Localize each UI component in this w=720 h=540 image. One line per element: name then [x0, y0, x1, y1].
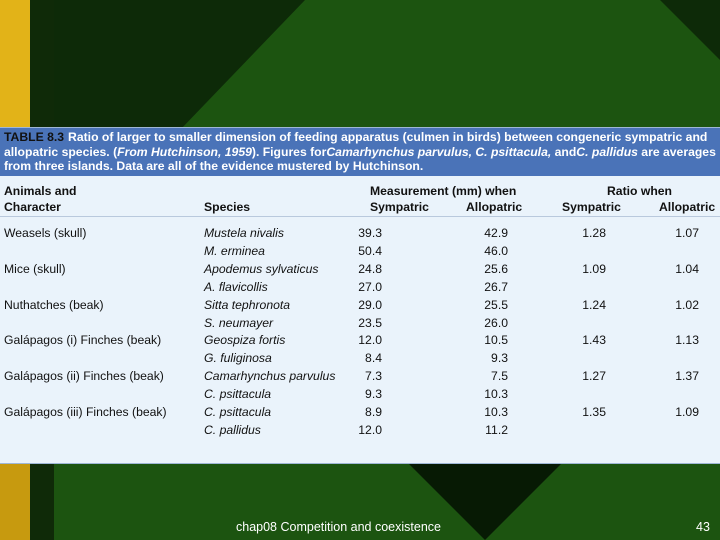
species-cell: M. erminea	[204, 243, 265, 258]
table-row: Galápagos (ii) Finches (beak) Camarhynchu…	[0, 369, 720, 387]
sympatric-ratio-cell: 1.35	[582, 405, 606, 419]
caption-part: From Hutchinson, 1959	[117, 144, 252, 159]
gold-accent-bar-bottom	[0, 462, 30, 540]
sympatric-measurement-cell: 50.4	[358, 243, 382, 258]
dark-triangle-right	[660, 0, 720, 60]
allopatric-measurement-cell: 10.5	[484, 333, 508, 348]
caption-band: TABLE 8.3 Ratio of larger to smaller dime…	[0, 128, 720, 176]
table-row: Mice (skull) Apodemus sylvaticus 24.8 25.6 1…	[0, 262, 720, 280]
allopatric-measurement-cell: 25.6	[484, 261, 508, 276]
sympatric-measurement-cell: 9.3	[365, 387, 382, 402]
footer-text: chap08 Competition and coexistence	[236, 520, 441, 534]
allopatric-measurement-cell: 46.0	[484, 243, 508, 258]
table-row: G. fuliginosa 8.4 9.3	[0, 351, 720, 369]
allopatric-measurement-cell: 10.3	[484, 387, 508, 402]
sympatric-ratio-cell: 1.43	[582, 333, 606, 348]
table-row: Galápagos (i) Finches (beak) Geospiza for…	[0, 333, 720, 351]
allopatric-ratio-cell: 1.04	[675, 261, 699, 276]
caption-part: and	[551, 144, 577, 159]
header-rule	[0, 216, 720, 217]
sympatric-measurement-cell: 24.8	[358, 261, 382, 276]
data-table: TABLE 8.3 Ratio of larger to smaller dime…	[0, 127, 720, 464]
species-cell: Mustela nivalis	[204, 226, 284, 240]
table-header: Animals and Character Species Measuremen…	[0, 178, 720, 216]
header-animals: Animals and	[4, 184, 77, 198]
bottom-decoration	[405, 460, 565, 540]
species-cell: A. flavicollis	[204, 279, 268, 294]
sympatric-measurement-cell: 23.5	[358, 315, 382, 330]
allopatric-measurement-cell: 25.5	[484, 297, 508, 312]
allopatric-ratio-cell: 1.37	[675, 369, 699, 384]
species-cell: C. psittacula	[204, 387, 272, 402]
animal-cell: Galápagos (iii) Finches (beak)	[4, 405, 167, 419]
sympatric-measurement-cell: 39.3	[358, 226, 382, 240]
sympatric-measurement-cell: 12.0	[358, 422, 382, 437]
species-cell: G. fuliginosa	[204, 351, 272, 366]
sympatric-measurement-cell: 27.0	[358, 279, 382, 294]
sympatric-measurement-cell: 12.0	[358, 333, 382, 348]
species-cell: C. pallidus	[204, 422, 261, 437]
header-measurement-sympatric: Sympatric	[370, 200, 429, 214]
allopatric-ratio-cell: 1.13	[675, 333, 699, 348]
allopatric-measurement-cell: 42.9	[484, 226, 508, 240]
table-row: M. erminea 50.4 46.0	[0, 244, 720, 262]
sympatric-measurement-cell: 7.3	[365, 369, 382, 384]
species-cell: Camarhynchus parvulus	[204, 369, 336, 384]
table-label: TABLE 8.3	[4, 130, 65, 144]
animal-cell: Weasels (skull)	[4, 226, 87, 240]
species-cell: Geospiza fortis	[204, 333, 286, 348]
header-ratio-sympatric: Sympatric	[562, 200, 621, 214]
allopatric-ratio-cell: 1.02	[675, 297, 699, 312]
caption-part: C. pallidus	[576, 144, 638, 159]
dark-triangle-bottom	[405, 460, 565, 540]
header-measurement: Measurement (mm) when	[370, 184, 517, 198]
animal-cell: Galápagos (ii) Finches (beak)	[4, 369, 164, 384]
dark-triangle-left	[54, 0, 305, 130]
caption-part: ). Figures for	[251, 144, 327, 159]
allopatric-measurement-cell: 26.7	[484, 279, 508, 294]
table-row: C. psittacula 9.3 10.3	[0, 387, 720, 405]
table-row: Galápagos (iii) Finches (beak) C. psittac…	[0, 405, 720, 423]
species-cell: Apodemus sylvaticus	[204, 261, 319, 276]
allopatric-measurement-cell: 7.5	[491, 369, 508, 384]
caption-part: Ratio of larger to smaller dimension of …	[4, 130, 708, 159]
allopatric-measurement-cell: 9.3	[491, 351, 508, 366]
page-number: 43	[696, 520, 710, 534]
animal-cell: Galápagos (i) Finches (beak)	[4, 333, 162, 348]
allopatric-ratio-cell: 1.07	[675, 226, 699, 240]
species-cell: S. neumayer	[204, 315, 274, 330]
sympatric-ratio-cell: 1.28	[582, 226, 606, 240]
sympatric-measurement-cell: 29.0	[358, 297, 382, 312]
sympatric-measurement-cell: 8.9	[365, 405, 382, 419]
species-cell: Sitta tephronota	[204, 297, 291, 312]
header-character: Character	[4, 200, 61, 214]
allopatric-measurement-cell: 10.3	[484, 405, 508, 419]
sympatric-ratio-cell: 1.09	[582, 261, 606, 276]
sympatric-measurement-cell: 8.4	[365, 351, 382, 366]
caption-text: Ratio of larger to smaller dimension of …	[4, 130, 716, 173]
species-cell: C. psittacula	[204, 405, 272, 419]
caption-part: are averages from three islands. Data ar…	[4, 144, 716, 174]
animal-cell: Nuthatches (beak)	[4, 297, 104, 312]
top-decoration	[54, 0, 720, 130]
allopatric-ratio-cell: 1.09	[675, 405, 699, 419]
table-row: A. flavicollis 27.0 26.7	[0, 280, 720, 298]
table-row: Nuthatches (beak) Sitta tephronota 29.0 25.…	[0, 298, 720, 316]
header-ratio: Ratio when	[607, 184, 673, 198]
sympatric-ratio-cell: 1.24	[582, 297, 606, 312]
header-ratio-allopatric: Allopatric	[659, 200, 716, 214]
header-measurement-allopatric: Allopatric	[466, 200, 523, 214]
allopatric-measurement-cell: 11.2	[485, 422, 508, 437]
table-row: C. pallidus 12.0 11.2	[0, 423, 720, 441]
header-species: Species	[204, 200, 251, 214]
animal-cell: Mice (skull)	[4, 261, 66, 276]
table-row: Weasels (skull) Mustela nivalis 39.3 42.9 1.…	[0, 226, 720, 244]
allopatric-measurement-cell: 26.0	[484, 315, 508, 330]
table-caption: TABLE 8.3 Ratio of larger to smaller dime…	[4, 130, 716, 174]
table-row: S. neumayer 23.5 26.0	[0, 316, 720, 334]
caption-part: Camarhynchus parvulus, C. psittacula,	[326, 144, 552, 159]
sympatric-ratio-cell: 1.27	[582, 369, 606, 384]
